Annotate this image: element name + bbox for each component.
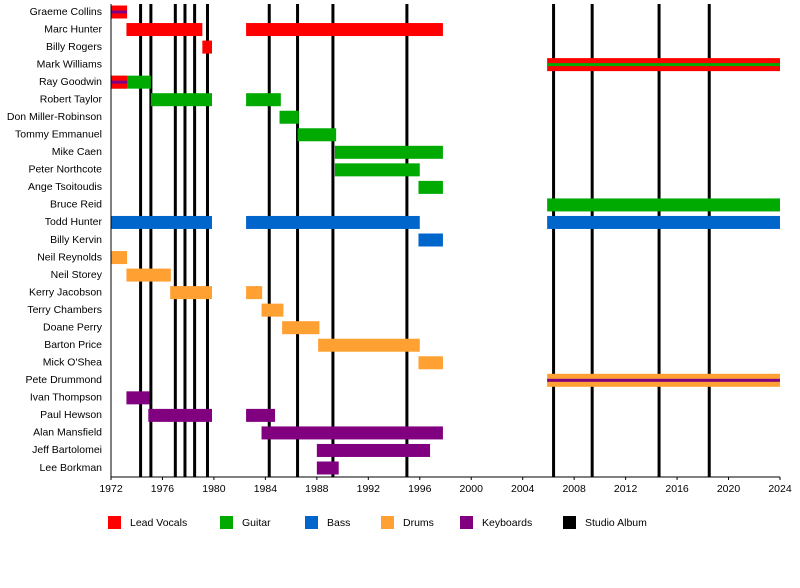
legend-label: Drums [403,517,434,529]
member-label: Mark Williams [37,58,102,70]
x-tick-label: 1976 [151,483,175,495]
x-tick-label: 2012 [614,483,638,495]
member-label: Doane Perry [43,321,103,333]
legend-label: Bass [327,517,350,529]
member-bar [111,215,212,229]
member-bar [150,93,212,107]
member-bar [202,40,212,54]
x-tick-label: 1992 [357,483,381,495]
member-bar [111,251,128,265]
member-bar [418,180,443,194]
member-label: Alan Mansfield [33,427,102,439]
member-label: Ray Goodwin [39,76,102,88]
member-bar [279,110,299,124]
member-bar [126,23,203,37]
x-tick-label: 2004 [511,483,535,495]
legend-label: Guitar [242,517,271,529]
member-bar [282,321,320,335]
member-bar [261,303,284,317]
member-label: Terry Chambers [27,304,102,316]
member-label: Robert Taylor [40,93,103,105]
member-label: Barton Price [44,339,102,351]
member-bar [318,338,420,352]
member-bar [246,286,263,300]
member-label: Mike Caen [52,146,102,158]
member-label: Marc Hunter [44,23,102,35]
member-label: Tommy Emmanuel [15,129,102,141]
member-bar [316,443,431,457]
member-label: Mick O'Shea [43,357,102,369]
legend-swatch [460,516,473,529]
legend-swatch [381,516,394,529]
member-bar-stripe [547,378,780,382]
member-bar [316,461,339,475]
x-tick-label: 2020 [717,483,741,495]
member-bar [547,198,780,212]
x-tick-label: 1984 [254,483,278,495]
x-tick-label: 2008 [562,483,586,495]
member-label: Kerry Jacobson [29,286,102,298]
member-label: Neil Reynolds [37,251,102,263]
member-label: Graeme Collins [30,6,102,18]
member-label: Ange Tsoitoudis [28,181,102,193]
x-tick-label: 1972 [99,483,123,495]
member-bar [547,215,780,229]
member-bar [246,93,281,107]
x-tick-label: 2016 [665,483,689,495]
legend-swatch [220,516,233,529]
member-bar [126,268,171,282]
x-tick-label: 2024 [768,483,792,495]
x-tick-label: 2000 [460,483,484,495]
member-label: Peter Northcote [28,164,102,176]
legend-swatch [563,516,576,529]
member-bar [246,408,276,422]
member-label: Bruce Reid [50,199,102,211]
member-label: Todd Hunter [45,216,103,228]
legend-label: Keyboards [482,517,532,529]
member-bar-stripe [111,80,128,84]
member-bar [297,128,337,142]
member-bar-stripe [547,63,780,67]
legend-label: Studio Album [585,517,647,529]
member-label: Billy Kervin [50,234,102,246]
member-bar [334,145,443,159]
member-label: Jeff Bartolomei [32,444,102,456]
member-label: Lee Borkman [40,462,103,474]
member-label: Neil Storey [51,269,103,281]
member-label: Paul Hewson [40,409,102,421]
member-bar [418,233,443,247]
member-bar [246,23,443,37]
member-bar-stripe [111,10,128,14]
member-bar [334,163,420,177]
member-label: Pete Drummond [26,374,103,386]
member-bar [246,215,420,229]
legend-swatch [108,516,121,529]
member-label: Don Miller-Robinson [7,111,102,123]
member-bar [170,286,212,300]
member-label: Ivan Thompson [30,392,102,404]
member-label: Billy Rogers [46,41,102,53]
member-bar [418,356,443,370]
x-tick-label: 1988 [305,483,329,495]
member-bar [261,426,443,440]
legend-label: Lead Vocals [130,517,187,529]
member-bar [126,391,150,405]
legend-swatch [305,516,318,529]
x-tick-label: 1996 [408,483,432,495]
x-tick-label: 1980 [202,483,226,495]
member-bar [148,408,212,422]
